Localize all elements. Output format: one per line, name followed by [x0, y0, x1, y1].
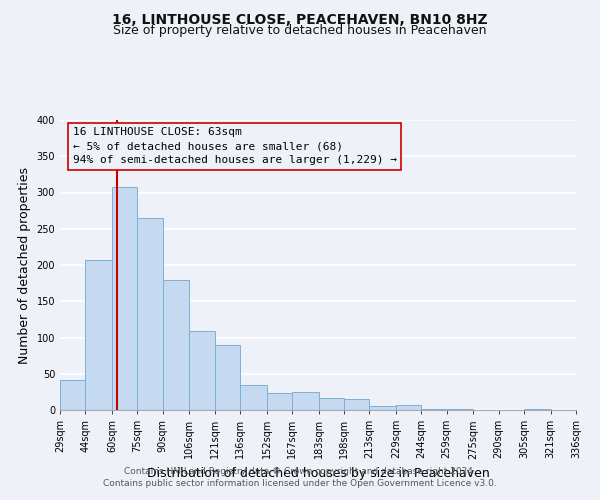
Bar [215, 345, 240, 410]
Bar [85, 260, 112, 410]
Bar [60, 380, 85, 410]
Y-axis label: Number of detached properties: Number of detached properties [18, 166, 31, 364]
Text: Contains HM Land Registry data © Crown copyright and database right 2024.
Contai: Contains HM Land Registry data © Crown c… [103, 466, 497, 487]
Bar [344, 399, 369, 410]
Text: 16, LINTHOUSE CLOSE, PEACEHAVEN, BN10 8HZ: 16, LINTHOUSE CLOSE, PEACEHAVEN, BN10 8H… [112, 12, 488, 26]
Bar [190, 331, 215, 410]
Text: 16 LINTHOUSE CLOSE: 63sqm
← 5% of detached houses are smaller (68)
94% of semi-d: 16 LINTHOUSE CLOSE: 63sqm ← 5% of detach… [73, 127, 397, 165]
Bar [369, 406, 396, 410]
X-axis label: Distribution of detached houses by size in Peacehaven: Distribution of detached houses by size … [146, 467, 490, 480]
Bar [292, 392, 319, 410]
Bar [396, 405, 421, 410]
Text: Size of property relative to detached houses in Peacehaven: Size of property relative to detached ho… [113, 24, 487, 37]
Bar [163, 280, 190, 410]
Bar [137, 218, 163, 410]
Bar [267, 394, 292, 410]
Bar [240, 384, 267, 410]
Bar [319, 398, 344, 410]
Bar [112, 188, 137, 410]
Bar [421, 408, 446, 410]
